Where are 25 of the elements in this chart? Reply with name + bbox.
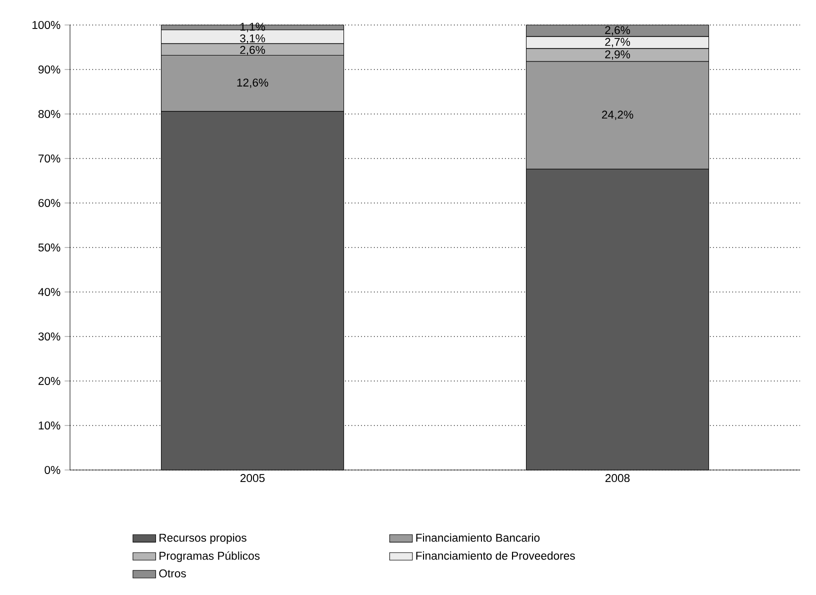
- data-label: 24,2%: [602, 110, 634, 120]
- y-tick-label: 50%: [38, 243, 60, 252]
- y-tick-label: 30%: [38, 332, 60, 340]
- data-label: 2,9%: [605, 50, 630, 60]
- y-tick-label: 60%: [38, 198, 60, 207]
- y-tick-label: 70%: [38, 154, 60, 162]
- legend-label: Financiamiento de Proveedores: [416, 551, 575, 560]
- x-tick-label: 2005: [240, 474, 265, 482]
- legend-label: Programas Públicos: [160, 551, 260, 562]
- y-tick-label: 0%: [44, 466, 60, 474]
- x-tick-label: 2008: [605, 474, 630, 482]
- y-tick-label: 100%: [32, 20, 60, 29]
- y-tick-label: 40%: [38, 288, 60, 296]
- data-label: 12,6%: [237, 78, 268, 88]
- legend-label: Otros: [159, 569, 186, 578]
- y-tick-label: 90%: [38, 65, 60, 74]
- legend-label: Financiamiento Bancario: [416, 533, 540, 542]
- data-label: 3,1%: [240, 34, 266, 44]
- y-tick-label: 10%: [38, 421, 60, 430]
- y-tick-label: 80%: [38, 110, 60, 118]
- data-label: 2,6%: [240, 46, 266, 56]
- legend-label: Recursos propios: [160, 533, 246, 544]
- data-label: 2,6%: [605, 26, 630, 36]
- y-tick-label: 20%: [38, 376, 60, 385]
- data-label: 2,7%: [605, 38, 630, 48]
